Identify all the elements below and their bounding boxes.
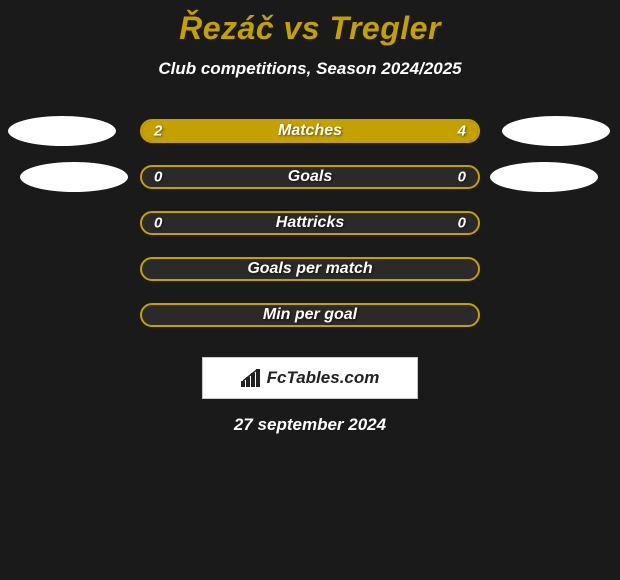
stat-value-right: 0 xyxy=(458,169,466,186)
stat-value-left: 0 xyxy=(154,169,162,186)
stat-bar: 0 Hattricks 0 xyxy=(140,211,480,235)
stat-label: Hattricks xyxy=(276,214,344,232)
bar-chart-icon xyxy=(241,369,263,387)
stat-value-left: 2 xyxy=(154,123,162,140)
stat-bar: Goals per match xyxy=(140,257,480,281)
stats-area: 2 Matches 4 0 Goals 0 0 Hattricks 0 Goals per mat… xyxy=(0,119,620,349)
player-badge-right xyxy=(490,162,598,192)
stat-row: 0 Goals 0 xyxy=(0,165,620,211)
stat-label: Matches xyxy=(278,122,342,140)
watermark-prefix: Fc xyxy=(267,368,287,387)
stat-bar: 0 Goals 0 xyxy=(140,165,480,189)
stat-bar: 2 Matches 4 xyxy=(140,119,480,143)
stat-value-left: 0 xyxy=(154,215,162,232)
stat-row: 0 Hattricks 0 xyxy=(0,211,620,257)
player-badge-left xyxy=(20,162,128,192)
stat-row: 2 Matches 4 xyxy=(0,119,620,165)
watermark: FcTables.com xyxy=(202,357,418,399)
stat-label: Goals xyxy=(288,168,332,186)
container: Řezáč vs Tregler Club competitions, Seas… xyxy=(0,0,620,580)
watermark-text: FcTables.com xyxy=(267,368,380,388)
stat-value-right: 4 xyxy=(458,123,466,140)
stat-row: Min per goal xyxy=(0,303,620,349)
stat-row: Goals per match xyxy=(0,257,620,303)
stat-bar: Min per goal xyxy=(140,303,480,327)
stat-value-right: 0 xyxy=(458,215,466,232)
subtitle: Club competitions, Season 2024/2025 xyxy=(0,59,620,79)
page-title: Řezáč vs Tregler xyxy=(0,0,620,47)
watermark-rest: Tables.com xyxy=(286,368,379,387)
stat-label: Goals per match xyxy=(247,260,372,278)
stat-label: Min per goal xyxy=(263,306,357,324)
player-badge-right xyxy=(502,116,610,146)
player-badge-left xyxy=(8,116,116,146)
date-text: 27 september 2024 xyxy=(0,415,620,435)
